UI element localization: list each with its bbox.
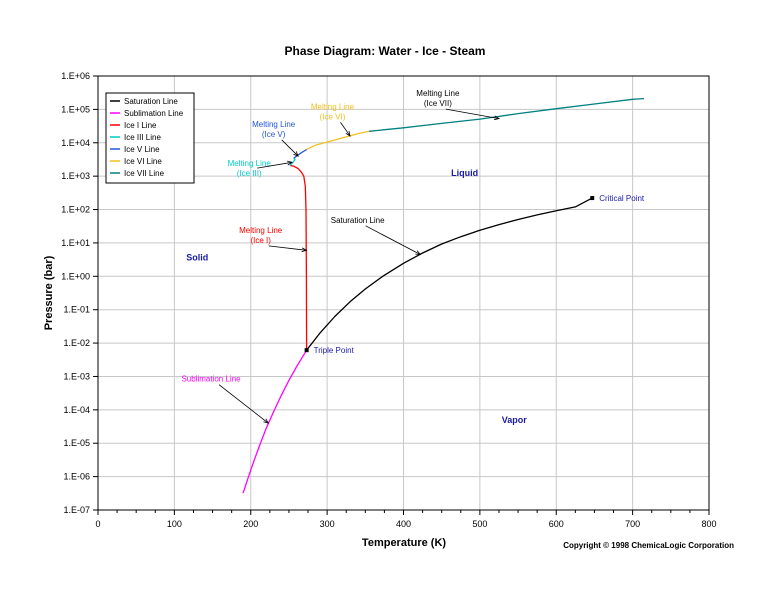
annotation-label-melting-ice-vi: (Ice VI) [320,112,346,121]
legend-entry: Ice VII Line [124,169,165,178]
annotation-arrowhead-melting-ice-vii [494,115,501,121]
y-tick-label: 1.E-03 [63,371,90,381]
annotation-label-saturation-line: Saturation Line [331,216,385,225]
x-tick-label: 300 [320,519,335,529]
region-labels: Solid Liquid Vapor [186,168,527,425]
annotation-arrowhead-melting-ice-v [293,151,299,157]
annotation-arrowhead-sublimation-line [263,418,270,424]
legend-entry: Ice I Line [124,121,157,130]
annotation-label-sublimation-line: Sublimation Line [181,375,241,384]
special-points: Triple Point Critical Point [304,194,645,355]
legend: Saturation Line Sublimation Line Ice I Lin… [105,92,195,184]
series-lines [242,97,645,494]
ice-vi-line-series [306,130,370,151]
y-axis-label: Pressure (bar) [43,255,55,330]
ice-vii-line-series [369,97,645,132]
y-tick-label: 1.E-06 [63,472,90,482]
y-tick-label: 1.E-04 [63,405,90,415]
legend-entry: Sublimation Line [124,109,184,118]
saturation-line-series [306,197,593,351]
annotation-label-melting-ice-v: Melting Line [252,120,296,129]
x-axis-label: Temperature (K) [362,537,446,549]
ice-v-line-series [293,148,308,159]
legend-entry: Ice VI Line [124,157,162,166]
y-tick-label: 1.E+01 [61,238,90,248]
annotation-arrow-melting-ice-vii [445,108,500,119]
annotation-label-melting-ice-v: (Ice V) [262,130,286,139]
legend-entry: Ice V Line [124,145,160,154]
x-tick-label: 500 [472,519,487,529]
annotation-arrow-melting-ice-iii [257,161,293,169]
y-tick-label: 1.E+03 [61,171,90,181]
x-tick-label: 100 [167,519,182,529]
x-tick-label: 600 [549,519,564,529]
axis-ticks: 0 100 200 300 400 500 600 700 800 1.E-07 1.E-06 1.E… [61,71,716,529]
annotation-arrow-sublimation-line [218,384,269,424]
triple-point-label: Triple Point [314,346,355,355]
legend-box [105,92,195,184]
grid [98,76,709,510]
sublimation-line-series [242,349,308,494]
x-tick-label: 700 [625,519,640,529]
annotation-arrow-melting-ice-i [268,245,307,251]
x-tick-label: 200 [243,519,258,529]
annotation-arrow-melting-ice-v [281,139,299,157]
legend-entry: Ice III Line [124,133,161,142]
annotation-label-melting-ice-iii: (Ice III) [237,169,262,178]
x-tick-label: 0 [95,519,100,529]
y-tick-label: 1.E+00 [61,271,90,281]
annotation-arrowhead-melting-ice-vi [345,131,351,137]
x-tick-label: 800 [701,519,716,529]
legend-entry: Saturation Line [124,97,178,106]
annotation-label-melting-ice-i: (Ice I) [250,236,271,245]
annotation-arrowhead-melting-ice-iii [287,160,293,166]
region-label-liquid: Liquid [451,168,478,178]
annotation-label-melting-ice-iii: Melting Line [228,159,272,168]
annotation-arrowhead-saturation-line [415,250,422,255]
annotation-arrowhead-melting-ice-i [301,247,308,253]
ice-i-line-series [289,164,308,351]
x-tick-label: 400 [396,519,411,529]
region-label-solid: Solid [186,252,208,262]
annotation-label-melting-ice-vii: Melting Line [416,89,460,98]
annotation-label-melting-ice-i: Melting Line [239,226,283,235]
annotation-label-melting-ice-vii: (Ice VII) [424,99,452,108]
y-tick-label: 1.E-05 [63,438,90,448]
critical-point-marker [590,196,595,201]
chart-title: Phase Diagram: Water - Ice - Steam [285,44,486,58]
y-tick-label: 1.E+04 [61,138,90,148]
annotation-label-melting-ice-vi: Melting Line [311,102,355,111]
y-tick-label: 1.E+05 [61,104,90,114]
annotations: Melting Line(Ice VII)Melting Line(Ice VI… [181,89,501,424]
ice-iii-line-series [289,157,296,166]
y-tick-label: 1.E+06 [61,71,90,81]
y-tick-label: 1.E-07 [63,505,90,515]
triple-point-marker [304,348,309,353]
region-label-vapor: Vapor [502,415,528,425]
annotation-arrow-saturation-line [365,225,421,255]
y-tick-label: 1.E-01 [63,305,90,315]
critical-point-label: Critical Point [599,194,645,203]
annotation-arrow-melting-ice-vi [340,122,351,137]
copyright-notice: Copyright © 1998 ChemicaLogic Corporatio… [563,541,734,550]
y-tick-label: 1.E-02 [63,338,90,348]
y-tick-label: 1.E+02 [61,205,90,215]
